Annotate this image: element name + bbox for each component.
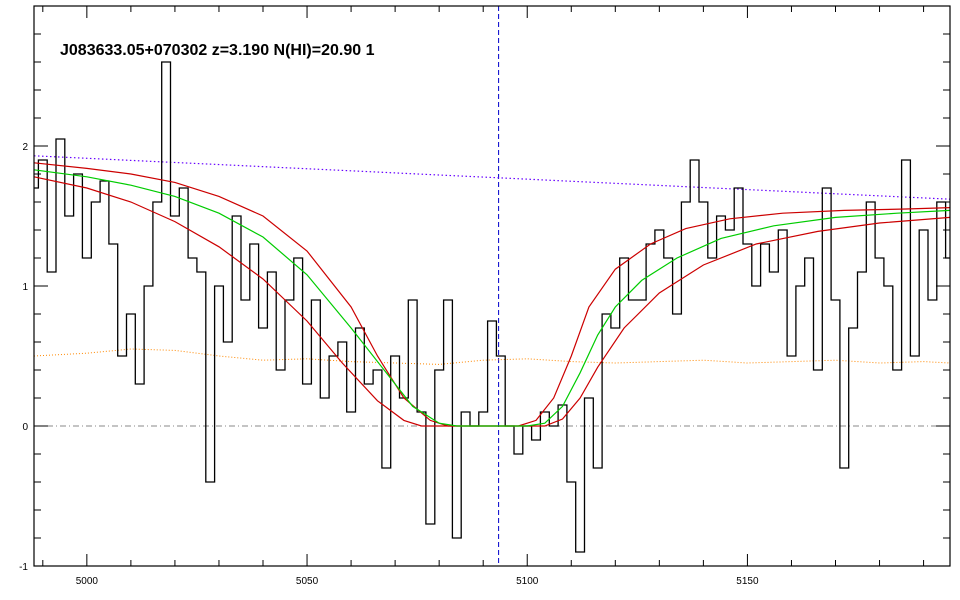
observed-flux-histogram <box>34 61 950 553</box>
x-tick-label: 5150 <box>736 576 759 587</box>
voigt-profile-model <box>33 169 951 427</box>
x-tick-label: 5050 <box>296 576 319 587</box>
x-tick-label: 5100 <box>516 576 539 587</box>
y-tick-label: 2 <box>22 142 28 153</box>
y-tick-label: 1 <box>22 282 28 293</box>
series-layer <box>33 61 951 553</box>
axis-ticks: 5000 5050 5100 5150 -1 0 1 2 <box>19 5 950 587</box>
continuum-line <box>33 155 951 200</box>
x-tick-label: 5000 <box>76 576 99 587</box>
chart-title: J083633.05+070302 z=3.190 N(HI)=20.90 1 <box>60 42 375 59</box>
y-tick-label: -1 <box>19 562 28 573</box>
y-tick-label: 0 <box>22 422 28 433</box>
